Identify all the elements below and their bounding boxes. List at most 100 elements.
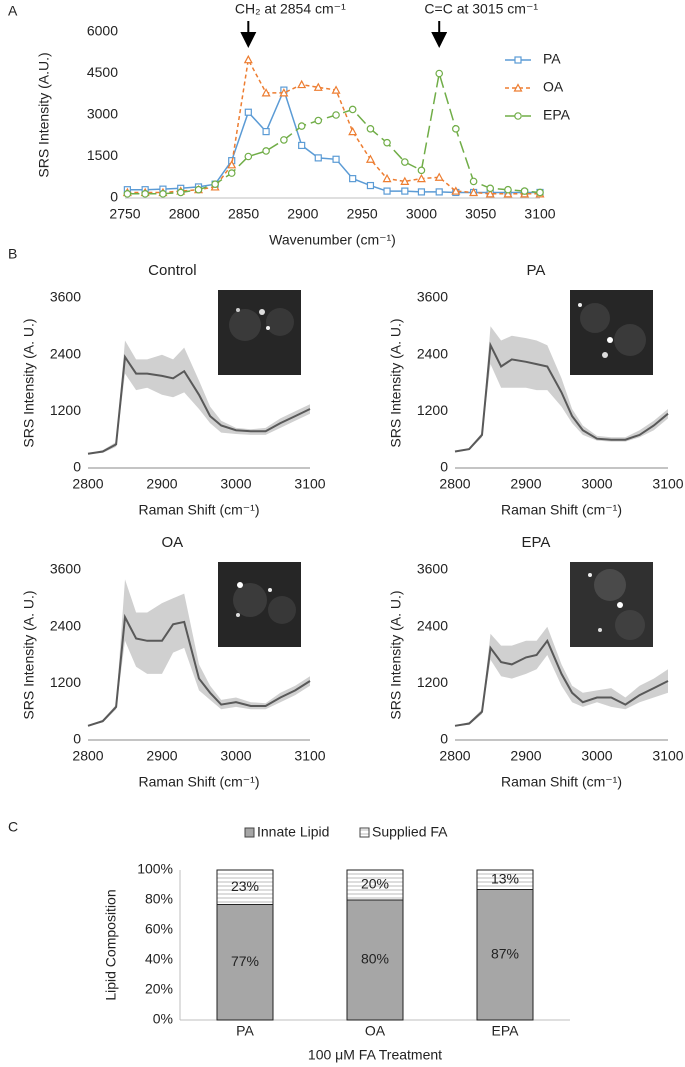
marker (520, 187, 529, 195)
x-tick-label: PA (236, 1023, 254, 1039)
bar-segment (216, 869, 274, 905)
y-tick-label: 2400 (50, 617, 81, 633)
x-tick-label: 3100 (652, 748, 683, 764)
y-tick-label: 2400 (417, 345, 448, 361)
marker (348, 105, 357, 114)
error-band (88, 340, 310, 454)
marker (417, 166, 426, 175)
marker (280, 136, 288, 144)
annotation: C=C at 3015 cm⁻¹ (424, 1, 538, 17)
x-tick-label: 2900 (287, 206, 318, 222)
error-band (455, 626, 668, 726)
data-label: 77% (231, 953, 259, 969)
marker (365, 154, 375, 163)
marker (536, 188, 544, 197)
y-tick-label: 1200 (417, 402, 448, 418)
marker (227, 169, 236, 177)
legend-label: OA (543, 79, 564, 95)
y-tick-label: 0 (73, 731, 81, 747)
marker (400, 176, 410, 185)
y-axis-label: SRS Intensity (A. U.) (388, 318, 404, 447)
x-axis-label: Raman Shift (cm⁻¹) (501, 502, 622, 518)
line (454, 341, 669, 453)
y-tick-label: 40% (145, 951, 173, 967)
legend-label: Supplied FA (372, 824, 448, 840)
x-tick-label: 3000 (220, 476, 251, 492)
marker (262, 128, 270, 136)
legend-label: PA (543, 51, 561, 67)
line (127, 87, 540, 194)
bar-segment (346, 869, 404, 901)
y-tick-label: 100% (137, 861, 173, 877)
y-tick-label: 0 (110, 189, 118, 205)
y-tick-label: 3600 (50, 289, 81, 305)
marker (313, 82, 323, 91)
chart-title: Control (148, 262, 196, 279)
y-axis-label: SRS Intensity (A. U.) (21, 318, 37, 447)
line (87, 354, 311, 455)
marker (298, 141, 306, 150)
marker (348, 126, 358, 136)
y-tick-label: 1200 (50, 402, 81, 418)
y-tick-label: 3600 (417, 561, 448, 577)
panel-label: C (8, 819, 18, 835)
legend-swatch (244, 827, 255, 838)
marker (332, 155, 340, 163)
marker (383, 138, 391, 147)
y-tick-label: 0% (153, 1011, 173, 1027)
x-tick-label: 3100 (524, 206, 555, 222)
marker (401, 158, 409, 166)
marker (417, 188, 426, 196)
marker (485, 189, 495, 198)
bar-segment (216, 904, 274, 1021)
y-axis-label: SRS Intensity (A. U.) (21, 590, 37, 719)
marker (261, 88, 271, 97)
marker (211, 180, 219, 188)
x-tick-label: 2800 (439, 748, 470, 764)
marker (434, 172, 444, 181)
legend-label: Innate Lipid (257, 824, 329, 840)
data-label: 80% (361, 951, 389, 967)
y-tick-label: 2400 (50, 345, 81, 361)
marker (279, 88, 289, 97)
x-tick-label: EPA (492, 1023, 520, 1039)
marker (159, 190, 167, 198)
panel-label: B (8, 246, 17, 262)
marker (314, 116, 323, 125)
marker (297, 79, 307, 89)
marker (383, 187, 391, 195)
x-tick-label: 2900 (510, 476, 541, 492)
bar-segment (476, 869, 534, 890)
marker (314, 154, 322, 162)
x-axis-label: 100 μM FA Treatment (308, 1047, 442, 1063)
y-tick-label: 80% (145, 891, 173, 907)
chart-title: EPA (521, 534, 550, 551)
x-tick-label: OA (365, 1023, 386, 1039)
marker (176, 188, 185, 197)
annotation: CH₂ at 2854 cm⁻¹ (235, 1, 346, 17)
bar-segment (476, 889, 534, 1021)
y-tick-label: 4500 (87, 64, 118, 80)
x-tick-label: 2900 (146, 476, 177, 492)
line (127, 57, 540, 195)
marker (416, 173, 426, 183)
x-tick-label: 3000 (581, 476, 612, 492)
x-axis-label: Wavenumber (cm⁻¹) (269, 232, 396, 248)
chart-title: OA (162, 534, 184, 551)
marker (297, 122, 306, 130)
marker (486, 184, 495, 193)
x-axis-label: Raman Shift (cm⁻¹) (139, 502, 260, 518)
marker (401, 187, 409, 195)
y-tick-label: 1500 (87, 147, 118, 163)
y-tick-label: 60% (145, 921, 173, 937)
legend-swatch (359, 827, 370, 838)
marker (435, 188, 443, 196)
y-tick-label: 0 (440, 459, 448, 475)
cell-image (218, 290, 653, 647)
line (454, 638, 669, 727)
x-tick-label: 3050 (465, 206, 496, 222)
marker (227, 160, 237, 169)
legend-marker (513, 83, 523, 92)
x-tick-label: 3000 (581, 748, 612, 764)
y-tick-label: 3600 (50, 561, 81, 577)
